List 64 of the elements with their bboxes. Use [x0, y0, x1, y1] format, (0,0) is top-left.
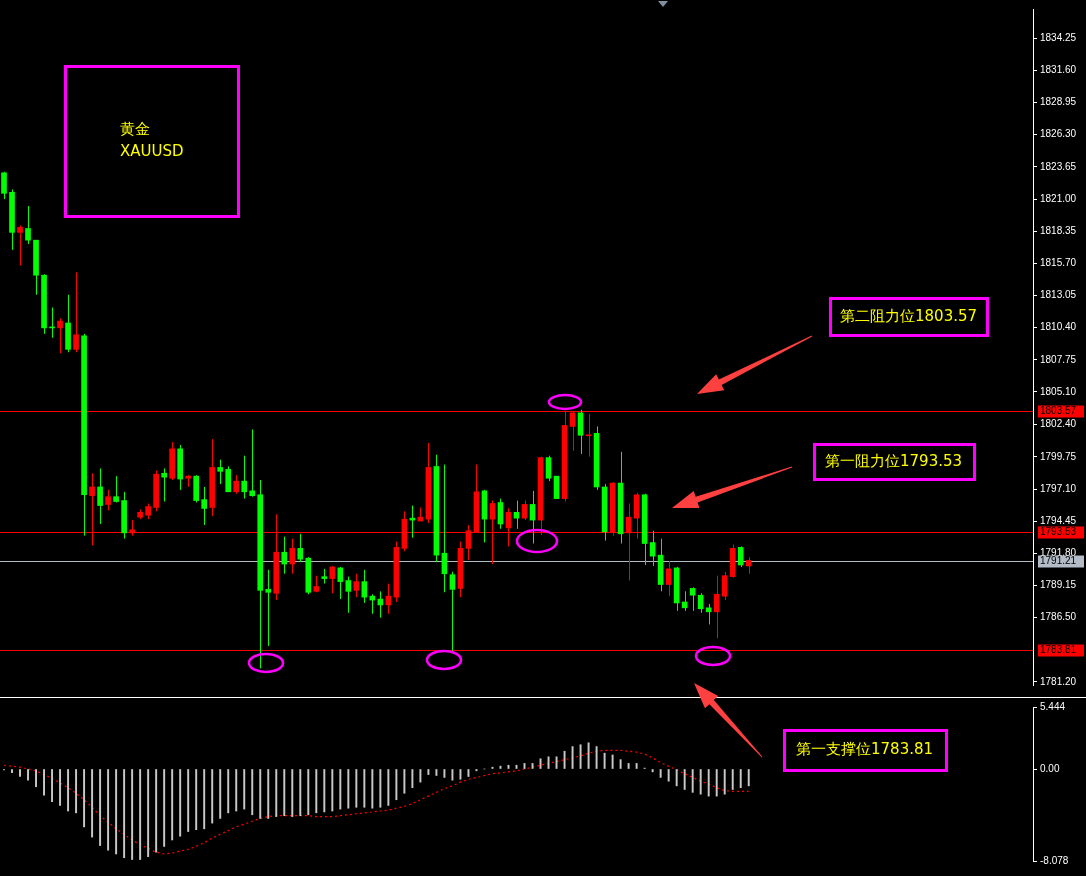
candlestick [353, 573, 360, 598]
candlestick [281, 536, 288, 575]
candlestick [577, 409, 584, 455]
candlestick [233, 474, 240, 495]
ref-line-label: 1783.81 [1040, 644, 1077, 656]
y-tick-label: 1826.30 [1040, 128, 1077, 140]
candlestick [17, 224, 23, 267]
y-tick-label: 1813.05 [1040, 289, 1077, 301]
candlestick [113, 475, 119, 503]
y-tick-label: 1821.00 [1040, 192, 1077, 204]
y-tick-label: 0.00 [1040, 762, 1060, 774]
y-tick-label: 1794.45 [1040, 514, 1077, 526]
candlestick [289, 538, 296, 575]
candlestick [689, 586, 696, 612]
candlestick [265, 569, 272, 647]
candlestick [57, 317, 63, 354]
candlestick [449, 571, 456, 652]
candlestick [25, 205, 31, 245]
candlestick [713, 575, 720, 639]
y-tick-label: 1823.65 [1040, 160, 1077, 172]
candlestick [249, 428, 256, 498]
annotation: 第二阻力位1803.57 [840, 307, 978, 326]
y-tick-label: 1810.40 [1040, 321, 1077, 333]
y-tick-label: 1799.75 [1040, 450, 1077, 462]
candlestick [329, 565, 336, 594]
candlestick [585, 413, 592, 458]
candlestick [545, 455, 552, 482]
ref-line-label: 1793.53 [1040, 526, 1077, 538]
y-tick-label: 1818.35 [1040, 224, 1077, 236]
y-tick-label: 1797.10 [1040, 482, 1077, 494]
annotation: 第一支撑位1783.81 [796, 740, 934, 759]
annotation: 黄金 [120, 120, 150, 139]
candlestick [73, 271, 79, 353]
y-tick-label: 1802.40 [1040, 418, 1077, 430]
candlestick [705, 603, 712, 625]
y-tick-label: 1815.70 [1040, 257, 1077, 269]
candlestick [337, 566, 344, 600]
candlestick [737, 545, 744, 568]
candlestick [241, 455, 248, 500]
y-tick-label: 1789.15 [1040, 579, 1077, 591]
candlestick [97, 467, 103, 525]
y-tick-label: 1828.95 [1040, 96, 1077, 108]
candlestick [345, 576, 352, 614]
y-tick-label: 1786.50 [1040, 611, 1077, 623]
annotation: XAUUSD [120, 142, 184, 160]
line-series [3, 749, 750, 855]
candlestick [297, 533, 304, 563]
ref-line-label: 1803.57 [1040, 405, 1077, 417]
candlestick [105, 489, 111, 511]
candlestick [1, 171, 7, 200]
candlestick [201, 486, 208, 526]
candlestick [225, 465, 232, 493]
candlestick [697, 592, 704, 614]
y-tick-label: 1781.20 [1040, 675, 1077, 687]
annotation: 第一阻力位1793.53 [825, 452, 963, 471]
candlestick [161, 467, 167, 503]
y-tick-label: 1834.25 [1040, 31, 1077, 43]
y-tick-label: 1831.60 [1040, 64, 1077, 76]
y-tick-label: 5.444 [1040, 700, 1066, 712]
y-tick-label: -8.078 [1040, 854, 1069, 866]
y-tick-label: 1807.75 [1040, 353, 1077, 365]
y-tick-label: 1805.10 [1040, 385, 1077, 397]
candlestick [721, 571, 728, 601]
candlestick [217, 459, 224, 485]
